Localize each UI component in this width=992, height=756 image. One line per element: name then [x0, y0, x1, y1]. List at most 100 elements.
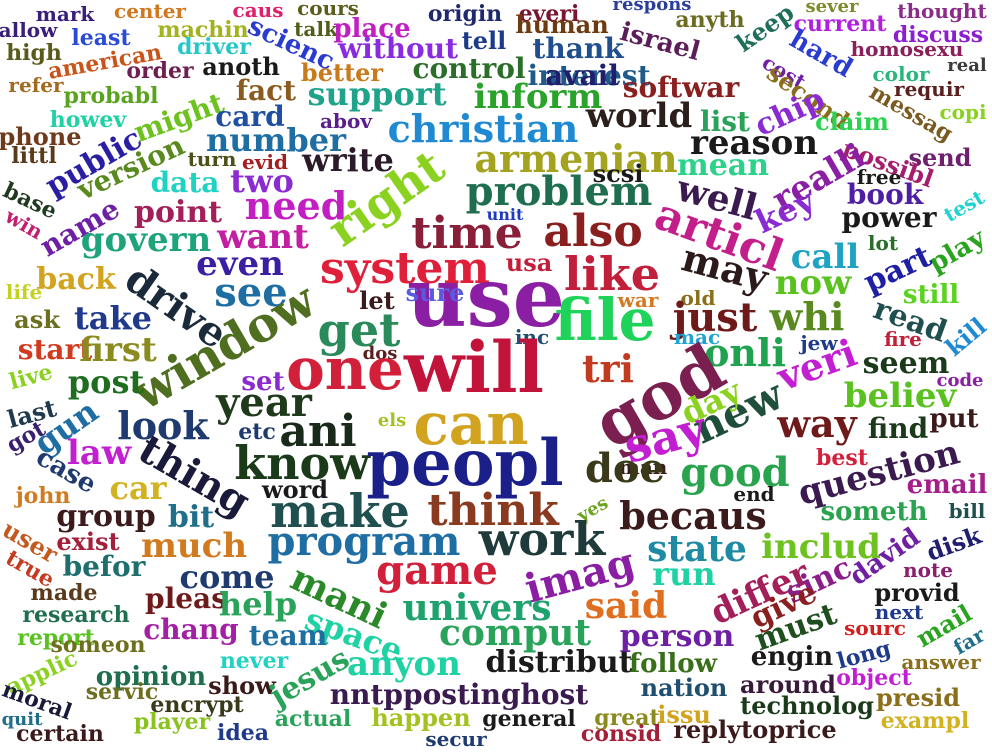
- word-program: program: [267, 518, 461, 565]
- word-person: person: [619, 619, 735, 654]
- word-car: car: [109, 469, 167, 507]
- word-word: word: [261, 475, 329, 504]
- word-need: need: [244, 183, 348, 228]
- word-homosexu: homosexu: [850, 37, 964, 61]
- word-help: help: [218, 585, 298, 623]
- word-mac: mac: [673, 325, 721, 349]
- word-two: two: [230, 162, 294, 200]
- word-life: life: [5, 280, 43, 304]
- word-post: post: [67, 363, 145, 401]
- word-year: year: [216, 379, 312, 426]
- word-inform: inform: [473, 77, 603, 117]
- word-onli: onli: [704, 330, 786, 375]
- word-anoth: anoth: [202, 52, 280, 81]
- word-next: next: [874, 600, 924, 624]
- word-like: like: [563, 247, 661, 301]
- word-replytoprice: replytoprice: [673, 715, 837, 744]
- word-thought: thought: [897, 0, 987, 23]
- word-get: get: [317, 303, 401, 357]
- word-mean: mean: [676, 148, 770, 183]
- word-someon: someon: [50, 632, 146, 658]
- word-use: use: [407, 250, 565, 346]
- word-ani: ani: [279, 406, 357, 457]
- word-order: order: [126, 58, 194, 84]
- word-show: show: [208, 671, 276, 700]
- word-high: high: [6, 40, 62, 66]
- word-answer: answer: [901, 650, 981, 674]
- word-research: research: [22, 602, 130, 628]
- word-etc: etc: [238, 419, 276, 445]
- word-doe: doe: [584, 445, 666, 492]
- word-jew: jew: [800, 331, 838, 355]
- word-great: great: [594, 705, 660, 731]
- word-actual: actual: [274, 706, 352, 732]
- word-avail: avail: [545, 59, 619, 92]
- word-dos: dos: [362, 343, 398, 364]
- word-someth: someth: [820, 497, 928, 527]
- word-sourc: sourc: [844, 616, 906, 640]
- word-world: world: [585, 96, 693, 136]
- word-discuss: discuss: [892, 22, 984, 48]
- word-refer: refer: [8, 73, 64, 97]
- word-opinion: opinion: [95, 662, 207, 692]
- word-work: work: [478, 512, 606, 566]
- word-without: without: [338, 32, 458, 65]
- word-believ: believ: [843, 376, 957, 416]
- word-sever: sever: [805, 0, 859, 17]
- word-encrypt: encrypt: [150, 692, 244, 718]
- word-machin: machin: [157, 17, 249, 43]
- word-seem: seem: [862, 346, 950, 381]
- word-let: let: [359, 286, 395, 315]
- word-exampl: exampl: [880, 708, 970, 734]
- word-know: know: [234, 436, 370, 490]
- word-consid: consid: [580, 721, 662, 747]
- word-back: back: [36, 262, 116, 297]
- word-claim: claim: [815, 107, 889, 136]
- word-set: set: [241, 367, 285, 397]
- word-now: now: [774, 263, 852, 303]
- word-made: made: [30, 580, 98, 606]
- word-requir: requir: [894, 77, 964, 101]
- word-call: call: [790, 237, 860, 277]
- word-usa: usa: [505, 248, 553, 277]
- word-come: come: [179, 558, 275, 596]
- word-least: least: [71, 25, 131, 51]
- word-one: one: [286, 335, 404, 403]
- word-cours: cours: [297, 0, 359, 20]
- word-place: place: [333, 14, 411, 44]
- word-anyth: anyth: [675, 7, 745, 33]
- word-around: around: [740, 670, 836, 699]
- word-old: old: [680, 286, 716, 310]
- word-will: will: [403, 326, 545, 409]
- word-first: first: [79, 330, 157, 370]
- word-find: find: [867, 412, 929, 445]
- word-phone: phone: [0, 122, 82, 151]
- word-even: even: [196, 244, 284, 284]
- word-human: human: [515, 10, 609, 39]
- word-color: color: [872, 62, 930, 86]
- word-card: card: [215, 100, 285, 133]
- word-never: never: [219, 648, 289, 674]
- word-origin: origin: [427, 1, 503, 27]
- word-number: number: [206, 121, 346, 159]
- word-write: write: [302, 141, 394, 179]
- word-happen: happen: [371, 703, 471, 732]
- word-law: law: [66, 433, 132, 473]
- word-report: report: [17, 625, 95, 651]
- word-end: end: [733, 482, 775, 506]
- word-pleas: pleas: [145, 582, 227, 615]
- word-fact: fact: [235, 74, 297, 107]
- word-team: team: [248, 619, 328, 652]
- word-evid: evid: [242, 150, 288, 174]
- word-current: current: [793, 11, 887, 37]
- word-engin: engin: [750, 642, 834, 672]
- word-sure: sure: [405, 278, 465, 307]
- word-certain: certain: [16, 721, 104, 747]
- word-driver: driver: [177, 34, 251, 60]
- word-nation: nation: [640, 673, 728, 702]
- word-put: put: [929, 404, 979, 434]
- word-data: data: [150, 166, 220, 199]
- word-nntppostinghost: nntppostinghost: [329, 678, 589, 711]
- word-general: general: [482, 706, 576, 732]
- word-govern: govern: [80, 220, 212, 260]
